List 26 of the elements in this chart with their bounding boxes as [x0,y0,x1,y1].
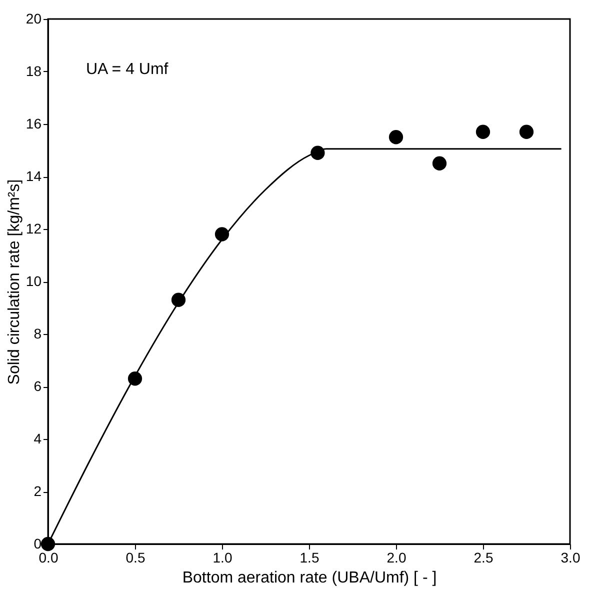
y-axis-title: Solid circulation rate [kg/m²s] [6,179,23,385]
x-tick-label: 2.0 [386,550,406,566]
y-tick-label: 8 [34,326,42,342]
y-tick-label: 20 [26,10,42,26]
y-tick-label: 18 [26,63,42,79]
point [432,156,447,170]
y-tick-label: 6 [34,378,42,394]
x-tick-label: 2.5 [474,550,494,566]
x-tick-label: 0.5 [126,550,146,566]
point [388,130,404,144]
y-tick-label: 10 [26,273,42,289]
annotation: UA = 4 Umf [86,61,169,78]
x-tick-label: 3.0 [560,550,580,566]
y-tick-label: 0 [34,536,42,552]
x-axis-title: Bottom aeration rate (UBA/Umf) [ - ] [182,570,437,586]
x-tick-label: 1.0 [212,550,232,566]
point [519,124,534,139]
point [476,124,490,139]
y-tick-label: 16 [26,116,42,132]
y-tick-label: 2 [34,483,42,499]
x-tick-label: 1.5 [300,550,320,566]
y-tick-label: 4 [34,430,42,446]
point [40,536,56,552]
y-tick-label: 14 [26,168,42,184]
y-tick-label: 12 [26,220,42,236]
x-tick-label: 0.0 [38,550,58,566]
